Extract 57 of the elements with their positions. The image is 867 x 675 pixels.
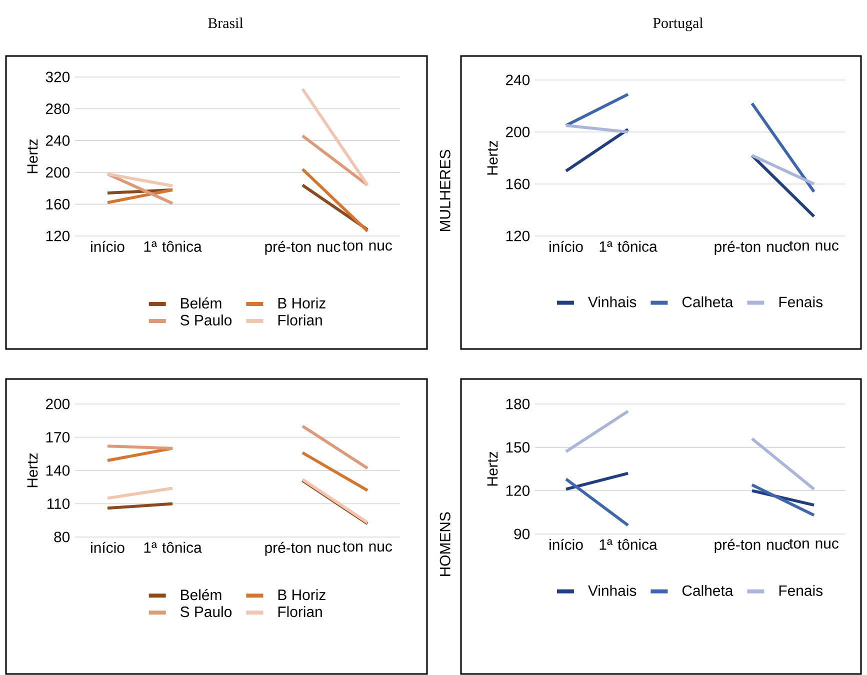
y-tick-label: 120: [506, 230, 530, 242]
y-tick-label: 80: [54, 532, 70, 542]
x-tick-label: 1ª tônica: [600, 240, 658, 252]
chart-title: Brasil: [208, 18, 244, 28]
legend-label: Belém: [181, 297, 222, 309]
y-tick-label: 320: [46, 72, 70, 82]
y-tick-label: 140: [46, 465, 70, 476]
legend-label: Fenais: [779, 584, 822, 596]
legend-label: S Paulo: [180, 606, 232, 618]
legend-label: Florian: [278, 606, 322, 618]
x-tick-label: pré-ton nuc: [265, 542, 340, 556]
x-tick-label: pré-ton nuc: [714, 240, 790, 255]
legend-label: Calheta: [682, 296, 734, 308]
y-tick-label: 90: [514, 528, 530, 540]
y-tick-label: 160: [506, 178, 530, 190]
y-tick-label: 200: [46, 398, 70, 410]
x-tick-label: início: [550, 538, 583, 550]
x-tick-label: início: [91, 542, 124, 553]
x-tick-label: ton nuc: [789, 538, 839, 549]
y-tick-label: 240: [506, 74, 530, 86]
x-tick-label: 1ª tônica: [144, 240, 202, 252]
text: HOMENS: [440, 512, 450, 576]
legend-label: Calheta: [682, 584, 734, 596]
legend-label: Belém: [181, 589, 222, 600]
y-tick-label: 120: [46, 230, 70, 242]
legend-label: Vinhais: [588, 296, 636, 308]
y-axis-title: Hertz: [487, 140, 498, 175]
legend-label: Vinhais: [588, 584, 636, 596]
y-tick-label: 280: [46, 103, 70, 114]
y-axis-title: Hertz: [27, 139, 38, 174]
x-tick-label: 1ª tônica: [144, 542, 202, 553]
x-tick-label: ton nuc: [342, 542, 392, 552]
x-tick-label: pré-ton nuc: [265, 240, 340, 255]
y-axis-title: Hertz: [27, 453, 38, 488]
x-tick-label: início: [91, 240, 124, 252]
y-tick-label: 110: [47, 498, 70, 510]
y-tick-label: 180: [506, 398, 530, 410]
y-axis-title: Hertz: [487, 452, 498, 486]
x-tick-label: ton nuc: [342, 240, 392, 251]
legend-label: B Horiz: [278, 297, 326, 308]
x-tick-label: 1ª tônica: [600, 538, 658, 550]
text: MULHERES: [440, 150, 450, 232]
legend-label: S Paulo: [180, 314, 232, 326]
y-tick-label: 170: [46, 432, 70, 443]
chart-title: Portugal: [653, 18, 704, 32]
legend-label: Fenais: [779, 296, 822, 308]
x-tick-label: início: [550, 240, 583, 252]
x-tick-label: ton nuc: [789, 240, 839, 251]
y-tick-label: 150: [506, 442, 530, 453]
legend-label: B Horiz: [278, 589, 326, 600]
y-tick-label: 200: [46, 167, 70, 178]
y-tick-label: 200: [506, 126, 530, 138]
legend-label: Florian: [278, 314, 322, 326]
x-tick-label: pré-ton nuc: [714, 538, 790, 553]
y-tick-label: 160: [46, 198, 70, 210]
y-tick-label: 120: [506, 485, 530, 496]
y-tick-label: 240: [46, 135, 70, 146]
